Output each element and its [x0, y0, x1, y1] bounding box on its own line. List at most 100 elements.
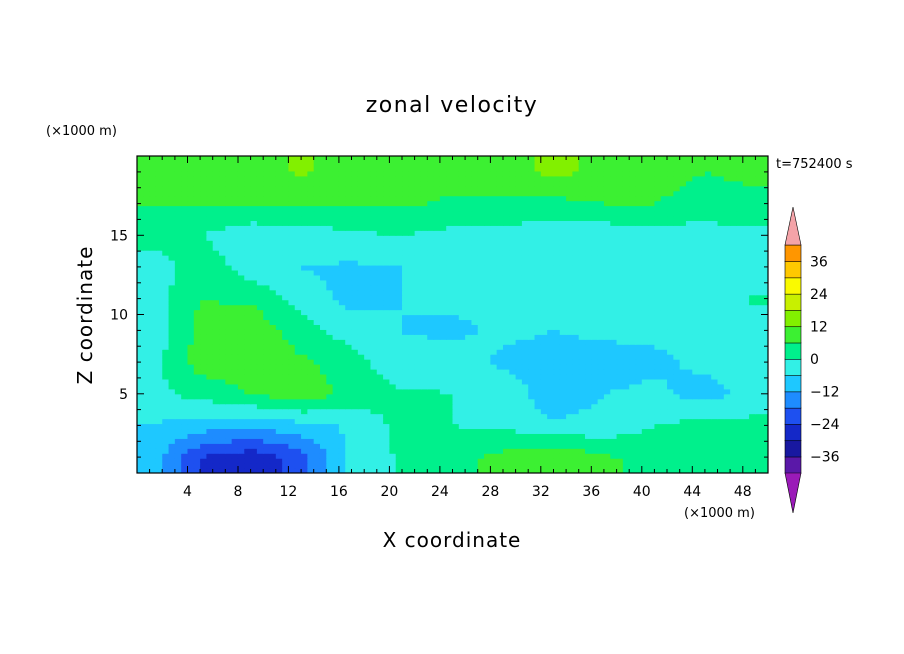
field-cell [269, 314, 277, 321]
field-cell [540, 299, 548, 306]
field-cell [749, 279, 756, 286]
field-cell [496, 378, 504, 385]
field-cell [351, 423, 359, 430]
field-cell [212, 373, 220, 380]
field-cell [572, 284, 580, 291]
field-cell [723, 388, 731, 395]
field-cell [439, 403, 447, 410]
field-cell [692, 274, 700, 281]
field-cell [685, 299, 693, 306]
field-cell [717, 463, 725, 469]
field-cell [168, 388, 176, 395]
field-cell [250, 393, 258, 400]
field-cell [332, 339, 340, 345]
field-cell [307, 368, 315, 375]
field-cell [711, 339, 719, 345]
field-cell [521, 339, 529, 345]
field-cell [578, 319, 586, 325]
field-cell [193, 418, 201, 425]
field-cell [282, 403, 290, 410]
field-cell [648, 329, 656, 335]
field-cell [509, 334, 517, 340]
field-cell [648, 458, 656, 464]
field-cell [465, 264, 473, 271]
field-cell [307, 383, 315, 390]
field-cell [231, 364, 239, 370]
field-cell [667, 255, 674, 261]
field-cell [319, 314, 327, 321]
field-cell [237, 344, 245, 350]
field-cell [603, 423, 611, 430]
field-cell [376, 329, 384, 335]
field-cell [326, 438, 334, 444]
field-cell [200, 393, 208, 400]
field-cell [332, 329, 340, 335]
field-cell [660, 319, 668, 325]
field-cell [319, 398, 327, 405]
field-cell [540, 453, 548, 459]
field-cell [484, 279, 491, 286]
field-cell [345, 294, 353, 301]
field-cell [585, 433, 592, 439]
field-cell [616, 309, 624, 316]
field-cell [704, 334, 712, 340]
field-cell [402, 324, 409, 330]
field-cell [711, 438, 719, 444]
field-cell [143, 423, 151, 430]
field-cell [502, 398, 510, 405]
field-cell [603, 463, 611, 469]
field-cell [717, 334, 725, 340]
field-cell [370, 269, 378, 276]
field-cell [515, 255, 523, 261]
field-cell [402, 383, 409, 390]
field-cell [490, 368, 498, 375]
field-cell [692, 383, 700, 390]
field-cell [237, 324, 245, 330]
field-cell [269, 274, 277, 281]
field-cell [698, 403, 706, 410]
field-cell [174, 428, 182, 434]
field-cell [181, 314, 189, 321]
field-cell [181, 304, 189, 311]
field-cell [200, 388, 208, 395]
field-cell [685, 428, 693, 434]
field-cell [742, 289, 750, 296]
field-cell [667, 349, 674, 355]
field-cell [275, 388, 283, 395]
field-cell [528, 329, 536, 335]
field-cell [206, 289, 214, 296]
field-cell [364, 334, 372, 340]
field-cell [692, 334, 700, 340]
field-cell [187, 448, 195, 454]
field-cell [603, 344, 611, 350]
field-cell [477, 368, 485, 375]
field-cell [502, 408, 510, 415]
field-cell [338, 354, 346, 360]
field-cell [338, 398, 346, 405]
field-cell [439, 245, 447, 251]
field-cell [168, 269, 176, 276]
field-cell [389, 463, 397, 469]
field-cell [263, 324, 271, 330]
field-cell [496, 240, 504, 246]
field-cell [162, 468, 170, 473]
field-cell [301, 364, 308, 370]
field-cell [641, 334, 649, 340]
field-cell [263, 364, 271, 370]
field-cell [168, 364, 176, 370]
field-cell [326, 408, 334, 415]
field-cell [723, 393, 731, 400]
field-cell [610, 418, 618, 425]
field-cell [572, 438, 580, 444]
field-cell [603, 294, 611, 301]
field-cell [566, 279, 573, 286]
field-cell [168, 255, 176, 261]
field-cell [206, 383, 214, 390]
field-cell [736, 230, 744, 236]
field-cell [338, 284, 346, 291]
field-cell [528, 458, 536, 464]
field-cell [162, 388, 170, 395]
field-cell [471, 368, 479, 375]
field-cell [755, 240, 763, 246]
field-cell [484, 289, 491, 296]
